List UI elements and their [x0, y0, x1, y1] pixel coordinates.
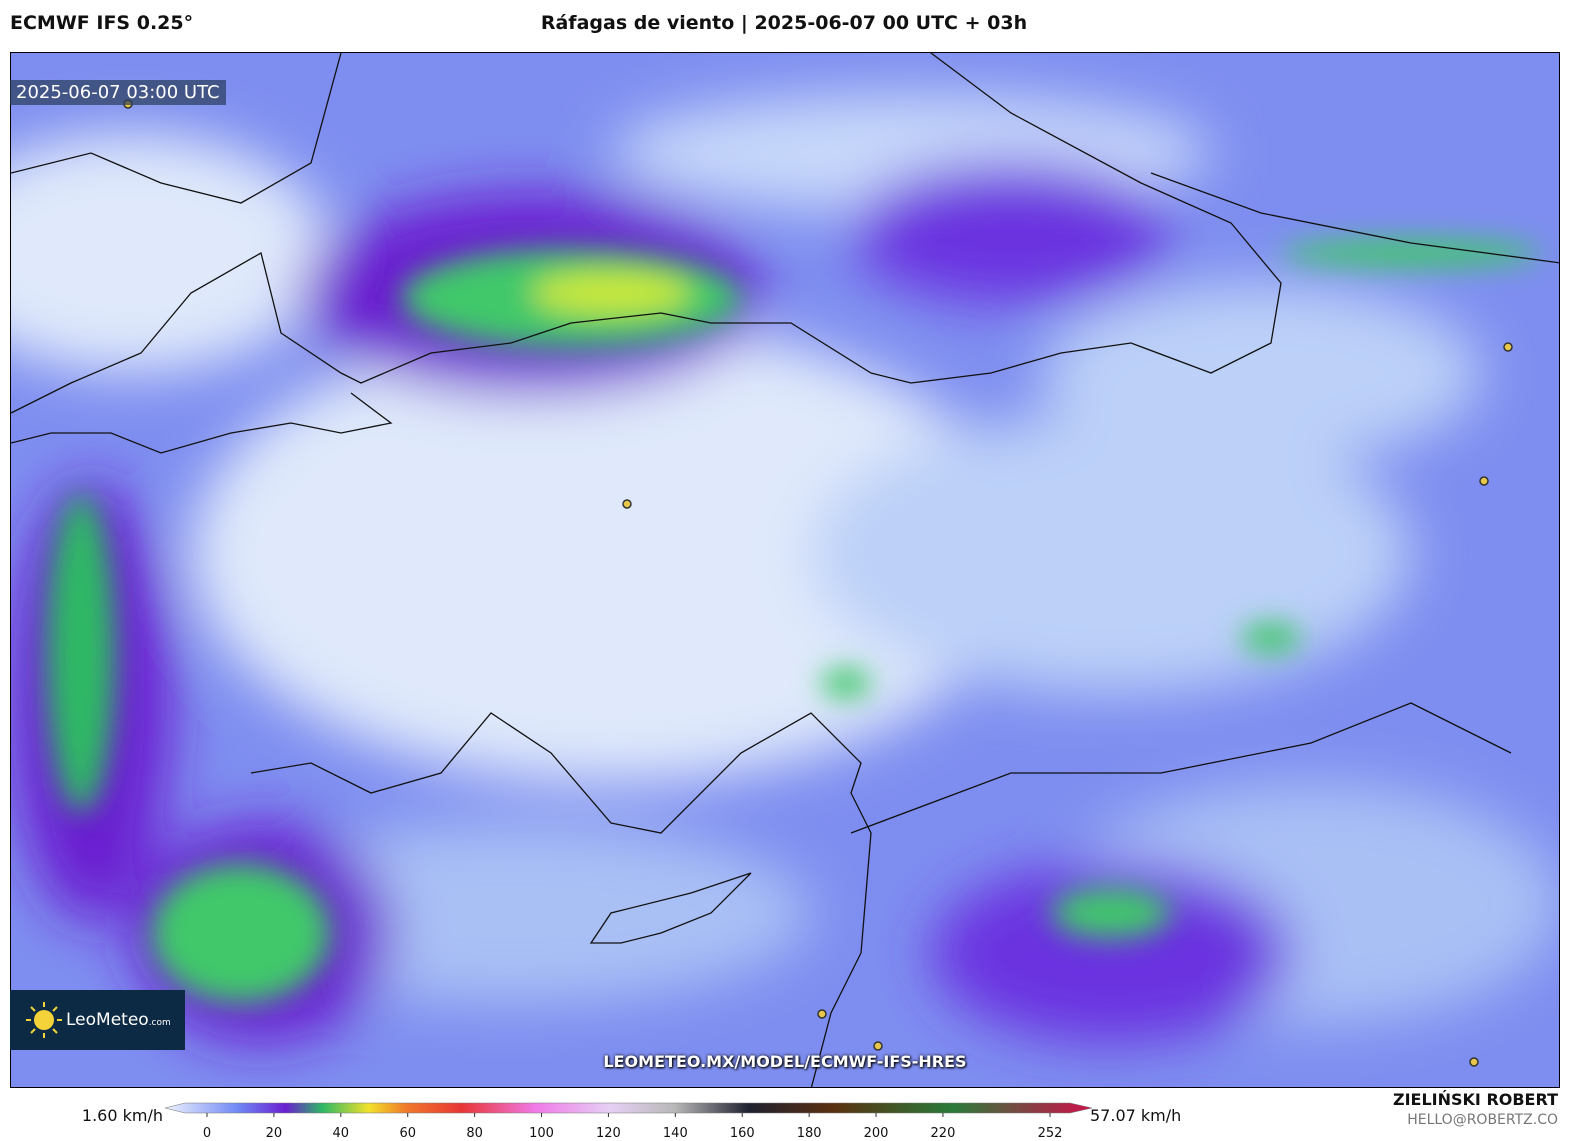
colorbar: 1.60 km/h 57.07 km/h 0 20 40 60 80 100 120 140 1…: [82, 1102, 1181, 1141]
colorbar-tick-label: 80: [466, 1126, 483, 1141]
logo-suffix: .com: [148, 1017, 171, 1028]
model-url: LEOMETEO.MX/MODEL/ECMWF-IFS-HRES: [603, 1052, 967, 1071]
colorbar-tick-label: 252: [1038, 1126, 1063, 1141]
colorbar-min: 1.60 km/h: [82, 1106, 163, 1125]
title: Ráfagas de viento | 2025-06-07 00 UTC + …: [540, 12, 1028, 34]
logo-icon: [26, 1002, 62, 1038]
model-name: ECMWF IFS 0.25°: [10, 12, 194, 34]
colorbar-max: 57.07 km/h: [1090, 1106, 1181, 1125]
colorbar-tick-label: 100: [529, 1126, 554, 1141]
colorbar-tick-label: 220: [931, 1126, 956, 1141]
colorbar-tick-label: 180: [797, 1126, 822, 1141]
timestamp: 2025-06-07 03:00 UTC: [10, 80, 226, 105]
colorbar-tick-label: 60: [399, 1126, 416, 1141]
map: [10, 52, 1560, 1088]
logo: LeoMeteo .com: [10, 990, 185, 1050]
colorbar-tick-label: 120: [596, 1126, 621, 1141]
map-field: [11, 53, 1559, 1087]
colorbar-tick-label: 20: [266, 1126, 283, 1141]
email: HELLO@ROBERTZ.CO: [1407, 1112, 1558, 1128]
colorbar-tick-label: 200: [864, 1126, 889, 1141]
colorbar-tick-label: 160: [730, 1126, 755, 1141]
colorbar-tick-label: 40: [333, 1126, 350, 1141]
colorbar-tick-label: 140: [663, 1126, 688, 1141]
author: ZIELIŃSKI ROBERT: [1392, 1090, 1558, 1109]
colorbar-tick-label: 0: [203, 1126, 211, 1141]
logo-brand: LeoMeteo: [66, 1010, 149, 1030]
